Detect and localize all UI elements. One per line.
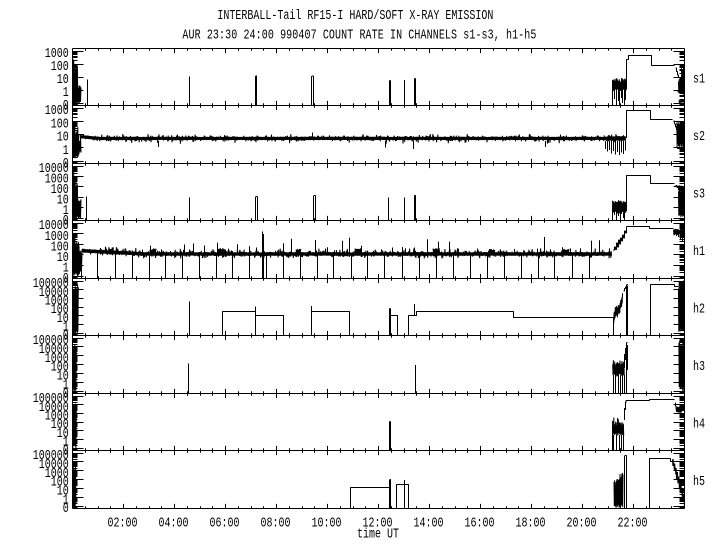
svg-text:1: 1 bbox=[63, 319, 69, 335]
svg-text:100: 100 bbox=[51, 302, 69, 318]
svg-text:10000: 10000 bbox=[39, 457, 69, 473]
svg-text:20:00: 20:00 bbox=[567, 515, 597, 531]
svg-text:100: 100 bbox=[51, 59, 69, 75]
svg-text:10: 10 bbox=[57, 426, 69, 442]
svg-text:18:00: 18:00 bbox=[516, 515, 546, 531]
svg-text:08:00: 08:00 bbox=[261, 515, 291, 531]
svg-text:1: 1 bbox=[63, 85, 69, 101]
svg-text:100: 100 bbox=[51, 239, 69, 255]
svg-text:04:00: 04:00 bbox=[159, 515, 189, 531]
svg-text:1000: 1000 bbox=[45, 293, 69, 309]
svg-text:0: 0 bbox=[63, 328, 69, 344]
svg-text:100000: 100000 bbox=[33, 391, 69, 407]
svg-text:100: 100 bbox=[51, 474, 69, 490]
svg-text:12:00: 12:00 bbox=[363, 515, 393, 531]
svg-text:1: 1 bbox=[63, 143, 69, 159]
svg-text:100: 100 bbox=[51, 359, 69, 375]
svg-text:1000: 1000 bbox=[45, 103, 69, 119]
svg-text:1: 1 bbox=[63, 377, 69, 393]
svg-text:1000: 1000 bbox=[45, 228, 69, 244]
svg-text:0: 0 bbox=[63, 501, 69, 517]
svg-text:1000: 1000 bbox=[45, 408, 69, 424]
svg-text:1000: 1000 bbox=[45, 466, 69, 482]
svg-text:100000: 100000 bbox=[33, 448, 69, 464]
svg-text:1: 1 bbox=[63, 434, 69, 450]
svg-text:10: 10 bbox=[57, 368, 69, 384]
svg-text:10000: 10000 bbox=[39, 161, 69, 177]
svg-text:1000: 1000 bbox=[45, 171, 69, 187]
svg-text:0: 0 bbox=[63, 443, 69, 459]
svg-text:10000: 10000 bbox=[39, 218, 69, 234]
svg-text:10: 10 bbox=[57, 72, 69, 88]
svg-text:14:00: 14:00 bbox=[414, 515, 444, 531]
svg-text:100000: 100000 bbox=[33, 333, 69, 349]
svg-text:h2: h2 bbox=[693, 301, 705, 317]
svg-text:0: 0 bbox=[63, 271, 69, 287]
svg-text:10: 10 bbox=[57, 192, 69, 208]
svg-text:INTERBALL-Tail RF15-I HARD/SOF: INTERBALL-Tail RF15-I HARD/SOFT X-RAY EM… bbox=[217, 8, 493, 24]
svg-text:100: 100 bbox=[51, 182, 69, 198]
svg-text:1: 1 bbox=[63, 492, 69, 508]
svg-text:10000: 10000 bbox=[39, 400, 69, 416]
svg-text:h4: h4 bbox=[693, 416, 705, 432]
svg-text:0: 0 bbox=[63, 156, 69, 172]
svg-text:h1: h1 bbox=[693, 244, 705, 260]
svg-text:100: 100 bbox=[51, 116, 69, 132]
svg-text:02:00: 02:00 bbox=[108, 515, 138, 531]
svg-text:1: 1 bbox=[63, 260, 69, 276]
svg-text:s3: s3 bbox=[693, 186, 705, 202]
svg-text:s2: s2 bbox=[693, 129, 705, 145]
svg-text:1000: 1000 bbox=[45, 46, 69, 62]
svg-text:06:00: 06:00 bbox=[210, 515, 240, 531]
svg-text:10: 10 bbox=[57, 250, 69, 266]
svg-text:s1: s1 bbox=[693, 71, 705, 87]
svg-text:10000: 10000 bbox=[39, 285, 69, 301]
svg-text:h5: h5 bbox=[693, 474, 705, 490]
svg-text:1: 1 bbox=[63, 202, 69, 218]
svg-text:16:00: 16:00 bbox=[465, 515, 495, 531]
svg-text:0: 0 bbox=[63, 213, 69, 229]
svg-text:22:00: 22:00 bbox=[618, 515, 648, 531]
svg-text:10: 10 bbox=[57, 129, 69, 145]
svg-text:h3: h3 bbox=[693, 359, 705, 375]
svg-text:100: 100 bbox=[51, 417, 69, 433]
svg-text:10: 10 bbox=[57, 483, 69, 499]
svg-text:time UT: time UT bbox=[357, 526, 399, 542]
svg-text:10:00: 10:00 bbox=[312, 515, 342, 531]
svg-text:10: 10 bbox=[57, 311, 69, 327]
svg-text:AUR 23:30 24:00 990407 COUNT: AUR 23:30 24:00 990407 COUNT RATE IN CHA… bbox=[182, 27, 536, 43]
svg-text:0: 0 bbox=[63, 386, 69, 402]
svg-text:100000: 100000 bbox=[33, 276, 69, 292]
svg-text:0: 0 bbox=[63, 98, 69, 114]
svg-text:10000: 10000 bbox=[39, 342, 69, 358]
svg-text:1000: 1000 bbox=[45, 351, 69, 367]
